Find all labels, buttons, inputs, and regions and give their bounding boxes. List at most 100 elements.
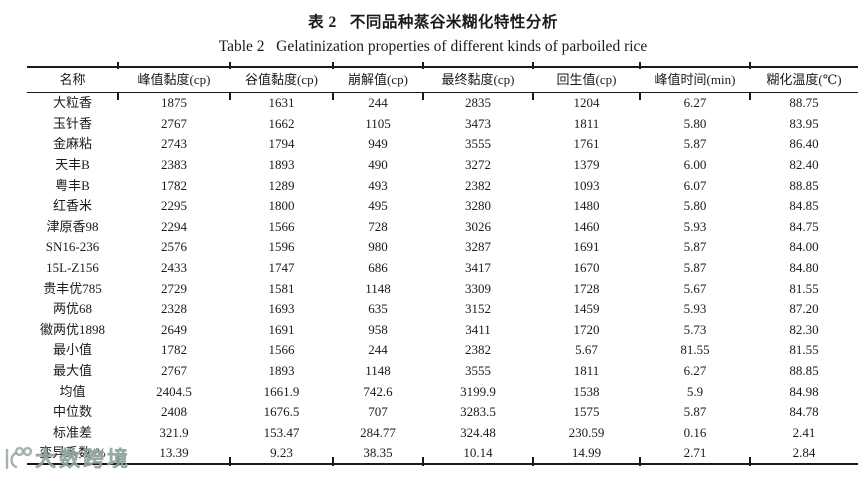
table-cell: 3417 [465, 260, 491, 276]
table-cell: 707 [368, 404, 388, 420]
table-row: SN16-236 2576 1596 980 3287 1691 5.87 84.00 [27, 237, 858, 258]
table-cell: 1875 [161, 95, 187, 111]
table-cell: 1782 [161, 342, 187, 358]
table-cell: 1105 [365, 115, 391, 131]
table-cell: 2835 [465, 95, 491, 111]
table-cell: 86.40 [789, 136, 819, 152]
table-cell: 1811 [573, 363, 600, 379]
column-boundary-tick [332, 62, 334, 69]
table-cell: 153.47 [263, 424, 300, 440]
table-cell: 3555 [465, 136, 491, 152]
table-row: 均值 2404.5 1661.9 742.6 3199.9 1538 5.9 84.98 [27, 381, 858, 402]
table-cell: 1566 [268, 218, 295, 234]
table-cell: 5.9 [686, 383, 704, 399]
table-cell: 1676.5 [263, 404, 300, 420]
table-cell: 2433 [161, 260, 187, 276]
table-cell: 1289 [268, 177, 295, 193]
table-cell: 38.35 [363, 445, 393, 461]
table-cell: 2408 [161, 404, 187, 420]
table-cell: 6.07 [683, 177, 707, 193]
table-cell: 5.67 [683, 280, 707, 296]
table-cell: 5.87 [683, 260, 707, 276]
table-cell: 1691 [573, 239, 600, 255]
table-header-row: 名称 峰值黏度(cp) 谷值黏度(cp) 崩解值(cp) 最终黏度(cp) 回生值(cp)… [27, 68, 858, 93]
table-cell: 84.00 [789, 239, 819, 255]
table-cell: 490 [368, 157, 388, 173]
table-row: 中位数 2408 1676.5 707 3283.5 1575 5.87 84.78 [27, 401, 858, 422]
row-label-cell: 标准差 [52, 424, 92, 440]
table-cell: 6.00 [683, 157, 707, 173]
table-cell: 495 [368, 198, 388, 214]
table-cell: 2.71 [683, 445, 707, 461]
table-cell: 284.77 [360, 424, 396, 440]
table-cell: 493 [368, 177, 388, 193]
table-cell: 1811 [573, 115, 600, 131]
table-cell: 742.6 [363, 383, 393, 399]
table-cell: 324.48 [460, 424, 496, 440]
header-cell: 峰值黏度(cp) [137, 72, 211, 88]
table-row: 变异系数/% 13.39 9.23 38.35 10.14 14.99 2.71 2.84 [27, 443, 858, 464]
table-cell: 1691 [268, 321, 295, 337]
table-cell: 3411 [465, 321, 491, 337]
table-cell: 2.41 [792, 424, 816, 440]
row-label-cell: 徽两优1898 [39, 321, 105, 337]
table-cell: 2743 [161, 136, 187, 152]
table-cell: 88.75 [789, 95, 819, 111]
table-cell: 244 [368, 342, 388, 358]
column-boundary-tick [532, 92, 534, 100]
table-cell: 2295 [161, 198, 187, 214]
row-label-cell: 津原香98 [46, 218, 99, 234]
column-boundary-tick [532, 62, 534, 69]
table-cell: 1782 [161, 177, 187, 193]
row-label-cell: 红香米 [52, 198, 92, 214]
column-boundary-tick [117, 457, 119, 467]
table-cell: 1794 [268, 136, 295, 152]
table-cell: 1800 [268, 198, 295, 214]
header-cell: 糊化温度(℃) [766, 72, 842, 88]
row-label-cell: 最小值 [52, 342, 92, 358]
table-row: 最小值 1782 1566 244 2382 5.67 81.55 81.55 [27, 340, 858, 361]
table-row: 红香米 2295 1800 495 3280 1480 5.80 84.85 [27, 195, 858, 216]
row-label-cell: 贵丰优785 [43, 280, 102, 296]
table-cell: 81.55 [789, 342, 819, 358]
table-cell: 87.20 [789, 301, 819, 317]
header-cell: 峰值时间(min) [654, 72, 736, 88]
table-row: 15L-Z156 2433 1747 686 3417 1670 5.87 84.80 [27, 257, 858, 278]
table-cell: 1893 [268, 157, 295, 173]
table-cell: 5.93 [683, 301, 707, 317]
row-label-cell: 变异系数/% [39, 445, 106, 461]
table-cell: 1148 [365, 363, 391, 379]
table-cell: 1204 [573, 95, 600, 111]
table-cell: 84.78 [789, 404, 819, 420]
row-label-cell: 均值 [59, 383, 86, 399]
table-cell: 3272 [465, 157, 491, 173]
table-cell: 1893 [268, 363, 295, 379]
table-cell: 1747 [268, 260, 295, 276]
column-boundary-tick [229, 92, 231, 100]
table-body: 大粒香 1875 1631 244 2835 1204 6.27 88.75 玉针香 2767 16… [27, 93, 858, 466]
table-cell: 1575 [573, 404, 600, 420]
table-title-en: Table 2 Gelatinization properties of dif… [218, 38, 648, 55]
table-cell: 1566 [268, 342, 295, 358]
column-boundary-tick [422, 92, 424, 100]
table-row: 标准差 321.9 153.47 284.77 324.48 230.59 0.16 2.41 [27, 422, 858, 443]
table-cell: 3555 [465, 363, 491, 379]
column-boundary-tick [639, 457, 641, 467]
table-cell: 728 [368, 218, 388, 234]
table-row: 最大值 2767 1893 1148 3555 1811 6.27 88.85 [27, 360, 858, 381]
table-cell: 686 [368, 260, 388, 276]
table-cell: 1728 [573, 280, 600, 296]
table-cell: 980 [368, 239, 388, 255]
table-cell: 2767 [161, 115, 187, 131]
table-cell: 82.30 [789, 321, 819, 337]
table-cell: 84.98 [789, 383, 819, 399]
table-row: 徽两优1898 2649 1691 958 3411 1720 5.73 82.30 [27, 319, 858, 340]
column-boundary-tick [639, 92, 641, 100]
column-boundary-tick [749, 457, 751, 467]
table-cell: 1480 [573, 198, 600, 214]
column-boundary-tick [532, 457, 534, 467]
column-boundary-tick [422, 62, 424, 69]
table-cell: 3280 [465, 198, 491, 214]
table-cell: 83.95 [789, 115, 819, 131]
row-label-cell: SN16-236 [45, 239, 100, 255]
